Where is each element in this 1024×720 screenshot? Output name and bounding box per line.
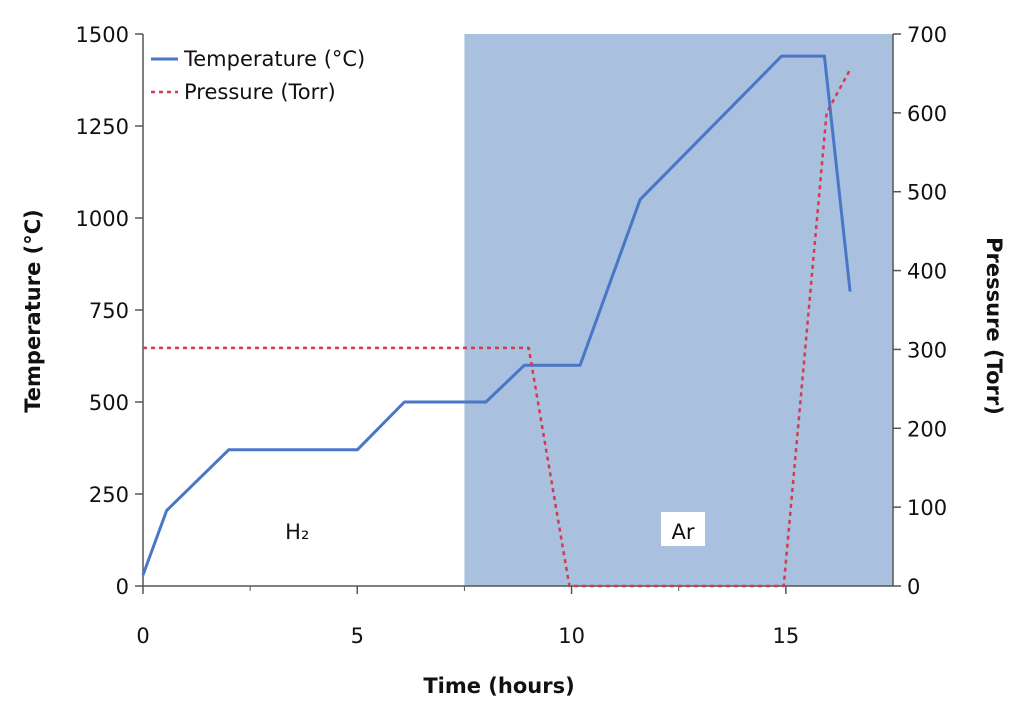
y-axis-title: Temperature (°C)	[21, 209, 45, 412]
y2-tick-label-600: 600	[907, 102, 947, 126]
legend-pressure-label: Pressure (Torr)	[184, 80, 336, 104]
x-tick-label-15: 15	[772, 624, 799, 648]
regions-layer: H₂ Ar	[143, 34, 893, 586]
y-tick-label-1000: 1000	[76, 207, 129, 231]
y-tick-label-500: 500	[89, 391, 129, 415]
x-tick-label-10: 10	[558, 624, 585, 648]
region-1-background	[464, 34, 893, 586]
axes-layer: 0 5 10 15 0 250 500 750 1000 1250 1500 0 100 200 300 40…	[76, 23, 948, 648]
y2-tick-label-500: 500	[907, 181, 947, 205]
x-tick-label-0: 0	[136, 624, 149, 648]
region-0-label: H₂	[285, 520, 309, 544]
y-tick-label-250: 250	[89, 483, 129, 507]
series-layer	[141, 54, 852, 588]
legend: Temperature (°C) Pressure (Torr)	[151, 47, 365, 104]
y-tick-label-1250: 1250	[76, 115, 129, 139]
region-1-label-box	[661, 512, 705, 546]
x-tick-label-5: 5	[351, 624, 364, 648]
y2-tick-label-100: 100	[907, 496, 947, 520]
series-line-temperature	[141, 54, 852, 576]
y-tick-label-0: 0	[116, 575, 129, 599]
x-axis-title: Time (hours)	[423, 674, 574, 698]
y-tick-label-1500: 1500	[76, 23, 129, 47]
y2-tick-label-300: 300	[907, 338, 947, 362]
y2-tick-label-0: 0	[907, 575, 920, 599]
y2-tick-label-700: 700	[907, 23, 947, 47]
region-1-label: Ar	[672, 520, 695, 544]
series-line-pressure	[143, 68, 852, 588]
y2-tick-label-400: 400	[907, 260, 947, 284]
region-0-background	[143, 34, 465, 586]
y2-tick-label-200: 200	[907, 417, 947, 441]
y-tick-label-750: 750	[89, 299, 129, 323]
legend-temperature-label: Temperature (°C)	[183, 47, 365, 71]
y2-axis-title: Pressure (Torr)	[982, 237, 1006, 415]
